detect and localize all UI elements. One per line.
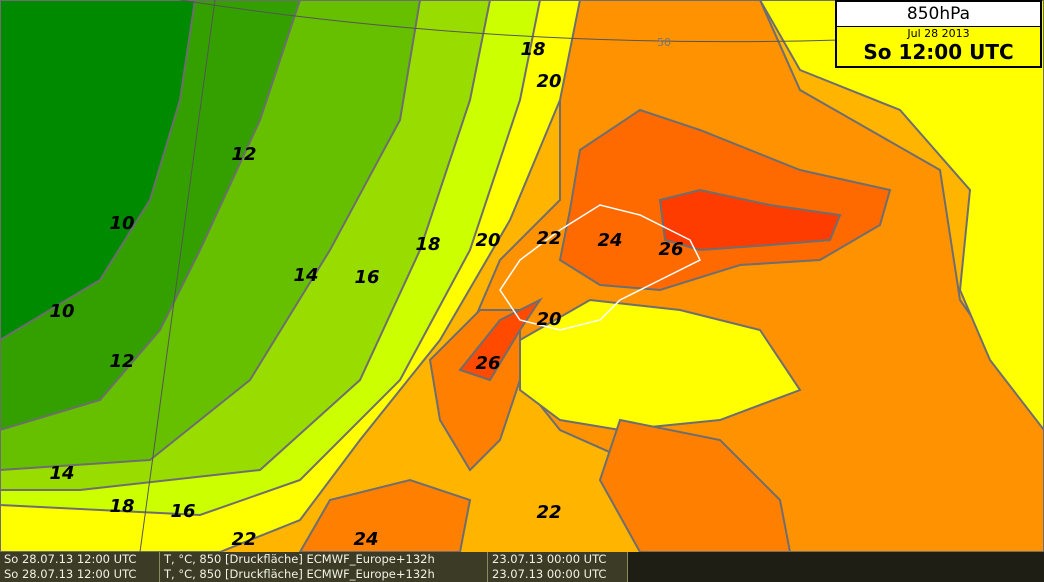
header-box: 850hPa Jul 28 2013 So 12:00 UTC — [835, 0, 1042, 68]
footer-cell: 23.07.13 00:00 UTC — [488, 552, 628, 567]
date: Jul 28 2013 — [907, 27, 970, 40]
contour-label: 22 — [536, 502, 561, 523]
contour-label: 14 — [293, 265, 318, 286]
contour-label: 24 — [353, 529, 378, 550]
contour-label: 20 — [536, 309, 561, 330]
temp-zone — [0, 0, 197, 342]
map: 50 18 20 12 10 18 20 22 24 26 14 16 10 20 12 26 14 18 16 2… — [0, 0, 1044, 552]
temp-zone — [298, 478, 472, 552]
contour-label: 16 — [170, 501, 195, 522]
contour-label: 12 — [109, 351, 134, 372]
contour-label: 14 — [49, 463, 74, 484]
footer-cell: T, °C, 850 [Druckfläche] ECMWF_Europe+13… — [160, 567, 488, 582]
footer-row: So 28.07.13 12:00 UTC T, °C, 850 [Druckfl… — [0, 567, 1044, 582]
contour-label: 22 — [231, 529, 256, 550]
temp-zone — [658, 188, 842, 252]
footer-cell: T, °C, 850 [Druckfläche] ECMWF_Europe+13… — [160, 552, 488, 567]
temp-zone — [519, 298, 802, 432]
contour-label: 26 — [475, 353, 500, 374]
contour-label: 22 — [536, 228, 561, 249]
level: 850hPa — [837, 2, 1040, 27]
contour-label: 24 — [597, 230, 622, 251]
contour-label: 20 — [475, 230, 500, 251]
parallel — [179, 0, 841, 43]
time: So 12:00 UTC — [863, 40, 1014, 64]
contour-label: 18 — [520, 39, 545, 60]
contour-label: 16 — [354, 267, 379, 288]
meridian — [139, 0, 216, 552]
contour-label: 18 — [415, 234, 440, 255]
contour-label: 18 — [109, 496, 134, 517]
contour-label: 10 — [109, 213, 134, 234]
contour-label: 26 — [658, 239, 683, 260]
contour-label: 10 — [49, 301, 74, 322]
footer-cell: So 28.07.13 12:00 UTC — [0, 552, 160, 567]
footer: So 28.07.13 12:00 UTC T, °C, 850 [Druckfl… — [0, 552, 1044, 582]
country-border — [499, 204, 702, 331]
temp-zone — [758, 0, 1044, 432]
contour-label: 20 — [536, 71, 561, 92]
contour-label: 12 — [231, 144, 256, 165]
footer-row: So 28.07.13 12:00 UTC T, °C, 850 [Druckfl… — [0, 552, 1044, 567]
temp-zone — [598, 418, 792, 552]
footer-cell: So 28.07.13 12:00 UTC — [0, 567, 160, 582]
footer-cell: 23.07.13 00:00 UTC — [488, 567, 628, 582]
grid-label: 50 — [657, 36, 671, 49]
